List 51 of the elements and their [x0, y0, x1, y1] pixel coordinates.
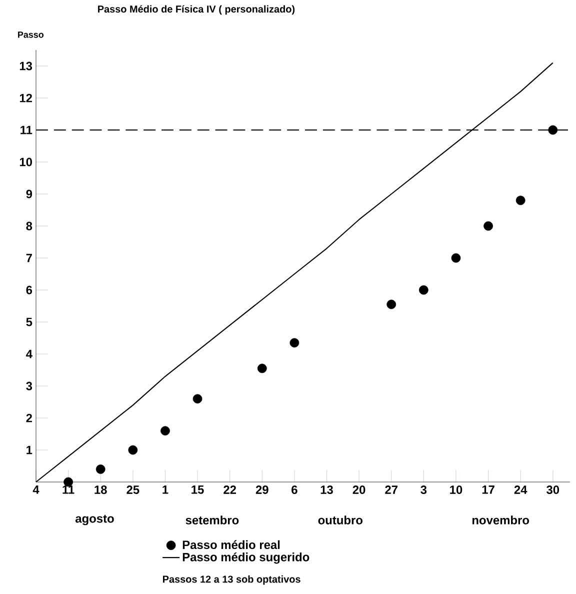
y-tick-label: 8 — [26, 222, 32, 230]
y-tick-label: 2 — [26, 414, 32, 422]
y-tick-label: 7 — [26, 254, 32, 262]
x-tick-label: 30 — [546, 486, 560, 494]
x-tick-label: 24 — [514, 486, 528, 494]
point — [418, 285, 428, 295]
text: outubro — [318, 516, 362, 524]
point — [451, 253, 461, 263]
x-tick-label: 20 — [352, 486, 366, 494]
y-tick-label: 11 — [20, 126, 32, 134]
y-axis-title: Passo — [18, 32, 44, 38]
y-tick-label: 10 — [20, 158, 32, 166]
x-tick-label: 3 — [420, 486, 427, 494]
x-tick-label: 11 — [62, 486, 74, 494]
x-tick-label: 4 — [32, 486, 40, 494]
text: novembro — [472, 516, 529, 524]
y-tick-label: 12 — [20, 94, 32, 102]
point — [257, 364, 267, 374]
y-tick-label: 1 — [26, 446, 32, 454]
x-tick-label: 15 — [192, 486, 204, 494]
x-tick-label: 29 — [256, 486, 268, 494]
y-tick-label: 9 — [26, 190, 32, 198]
y-tick-label: 13 — [20, 62, 32, 70]
x-tick-label: 25 — [126, 486, 140, 494]
legend-label: Passo médio real — [182, 540, 280, 550]
y-tick-label: 6 — [26, 286, 32, 294]
text: Passos 12 a 13 sob optativos — [163, 575, 300, 585]
x-tick-label: 22 — [224, 486, 236, 494]
x-tick-label: 10 — [450, 486, 462, 494]
point — [290, 338, 300, 348]
y-tick-label: 4 — [26, 350, 32, 358]
point — [516, 196, 526, 206]
point — [160, 426, 170, 436]
x-tick-label: 17 — [482, 486, 494, 494]
point — [128, 445, 138, 455]
point — [386, 300, 396, 310]
x-tick-label: 27 — [385, 486, 398, 494]
y-tick-label: 5 — [26, 318, 32, 326]
point — [548, 125, 558, 135]
y-tick-label: 3 — [26, 382, 32, 390]
point — [192, 394, 202, 404]
x-tick-label: 13 — [320, 486, 333, 494]
text: setembro — [186, 516, 239, 524]
x-tick-label: 1 — [162, 486, 168, 494]
x-tick-label: 6 — [292, 486, 298, 494]
legend-label: Passo médio sugerido — [182, 552, 310, 564]
point — [96, 464, 106, 474]
point — [484, 221, 493, 231]
chart-title: Passo Médio de Física IV ( personalizado) — [98, 5, 295, 15]
text: agosto — [75, 514, 114, 526]
x-tick-label: 18 — [94, 486, 107, 494]
